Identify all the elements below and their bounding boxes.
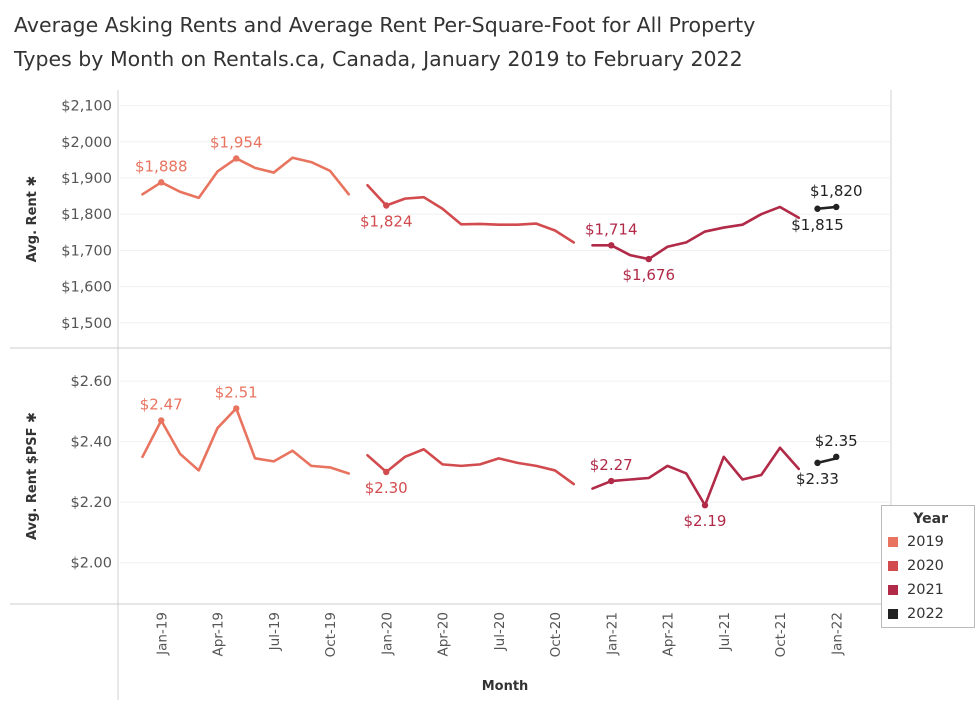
chart-title-line-1: Average Asking Rents and Average Rent Pe… xyxy=(14,13,756,37)
legend-swatch xyxy=(888,585,898,595)
data-point xyxy=(158,417,165,424)
y-tick-label: $2.40 xyxy=(70,435,112,451)
data-label: $1,815 xyxy=(791,216,844,234)
data-label: $1,676 xyxy=(623,266,676,284)
data-label: $2.33 xyxy=(796,470,839,488)
y-tick-label: $2.20 xyxy=(70,495,112,511)
data-point xyxy=(608,242,615,249)
x-tick-label: Oct-20 xyxy=(548,612,564,657)
data-label: $2.30 xyxy=(365,479,408,497)
series-line-2021 xyxy=(591,205,801,261)
x-tick-label: Jan-19 xyxy=(154,612,170,656)
data-label: $1,888 xyxy=(135,157,188,175)
data-point xyxy=(608,477,615,485)
data-label: $2.51 xyxy=(215,383,258,401)
data-point xyxy=(158,179,165,186)
x-tick-label: Apr-19 xyxy=(211,612,227,657)
data-point xyxy=(833,203,840,211)
data-point xyxy=(233,405,240,412)
chart-title-line-2: Types by Month on Rentals.ca, Canada, Ja… xyxy=(14,47,743,71)
x-axis-title: Month xyxy=(482,679,529,694)
x-tick-label: Jul-20 xyxy=(492,612,508,651)
panel-2: $2.00 $2.20 $2.40 $2.60 Avg. Rent $PSF ✱ $2.4… xyxy=(25,374,891,572)
data-point xyxy=(833,453,840,461)
y-tick-label: $1,800 xyxy=(61,207,112,223)
data-label: $1,954 xyxy=(210,133,263,151)
data-label: $2.27 xyxy=(590,456,633,474)
x-tick-label: Apr-20 xyxy=(436,612,452,657)
series-line-2019 xyxy=(141,407,351,475)
data-label: $2.19 xyxy=(684,512,727,530)
legend-swatch xyxy=(888,561,898,571)
y-tick-label: $2,100 xyxy=(61,99,112,115)
data-label: $1,824 xyxy=(360,213,413,231)
legend-label: 2019 xyxy=(907,534,944,550)
x-tick-label: Jan-20 xyxy=(379,612,395,656)
y-tick-label: $1,900 xyxy=(61,171,112,187)
legend-label: 2021 xyxy=(907,582,944,598)
data-point xyxy=(645,255,652,263)
legend-label: 2020 xyxy=(907,558,944,574)
data-label: $1,820 xyxy=(810,182,863,200)
data-point xyxy=(814,459,821,467)
data-label: $2.47 xyxy=(140,396,183,414)
x-tick-label: Jul-21 xyxy=(717,612,733,651)
series-line-2019 xyxy=(141,156,351,200)
legend-item-2021[interactable]: 2021 xyxy=(882,578,974,602)
data-label: $1,714 xyxy=(585,220,638,238)
series-line-2020 xyxy=(366,447,576,486)
series-line-2020 xyxy=(366,183,576,244)
legend-title: Year xyxy=(913,511,948,527)
x-tick-label: Jan-22 xyxy=(829,612,845,656)
x-tick-label: Oct-19 xyxy=(323,612,339,657)
legend-item-2022[interactable]: 2022 xyxy=(882,602,974,626)
data-point xyxy=(383,468,390,476)
y-tick-label: $2.00 xyxy=(70,556,112,572)
x-tick-label: Jan-21 xyxy=(604,612,620,656)
y-axis-title: Avg. Rent $PSF ✱ xyxy=(25,412,40,540)
data-point xyxy=(383,202,390,209)
series-line-2021 xyxy=(591,446,801,507)
legend: Year 2019 2020 2021 2022 xyxy=(881,505,975,628)
y-tick-label: $1,600 xyxy=(61,280,112,296)
data-point xyxy=(814,205,821,212)
data-point xyxy=(701,502,709,509)
legend-item-2019[interactable]: 2019 xyxy=(882,530,974,554)
legend-item-2020[interactable]: 2020 xyxy=(882,554,974,578)
y-axis-title: Avg. Rent ✱ xyxy=(25,176,40,263)
x-tick-label: Jul-19 xyxy=(267,612,283,651)
y-tick-label: $2.60 xyxy=(70,374,112,390)
x-tick-label: Oct-21 xyxy=(773,612,789,657)
x-tick-label: Apr-21 xyxy=(661,612,677,657)
chart-title: Average Asking Rents and Average Rent Pe… xyxy=(14,8,914,76)
series-line-2022 xyxy=(816,457,838,465)
y-tick-label: $1,700 xyxy=(61,243,112,259)
data-point xyxy=(233,155,240,162)
legend-label: 2022 xyxy=(907,606,944,622)
legend-swatch xyxy=(888,537,898,547)
data-label: $2.35 xyxy=(815,432,858,450)
panel-1: $1,500 $1,600 $1,700 $1,800 $1,900 $2,000 $2,1… xyxy=(25,99,891,332)
y-tick-label: $1,500 xyxy=(61,316,112,332)
y-tick-label: $2,000 xyxy=(61,135,112,151)
legend-swatch xyxy=(888,609,898,619)
